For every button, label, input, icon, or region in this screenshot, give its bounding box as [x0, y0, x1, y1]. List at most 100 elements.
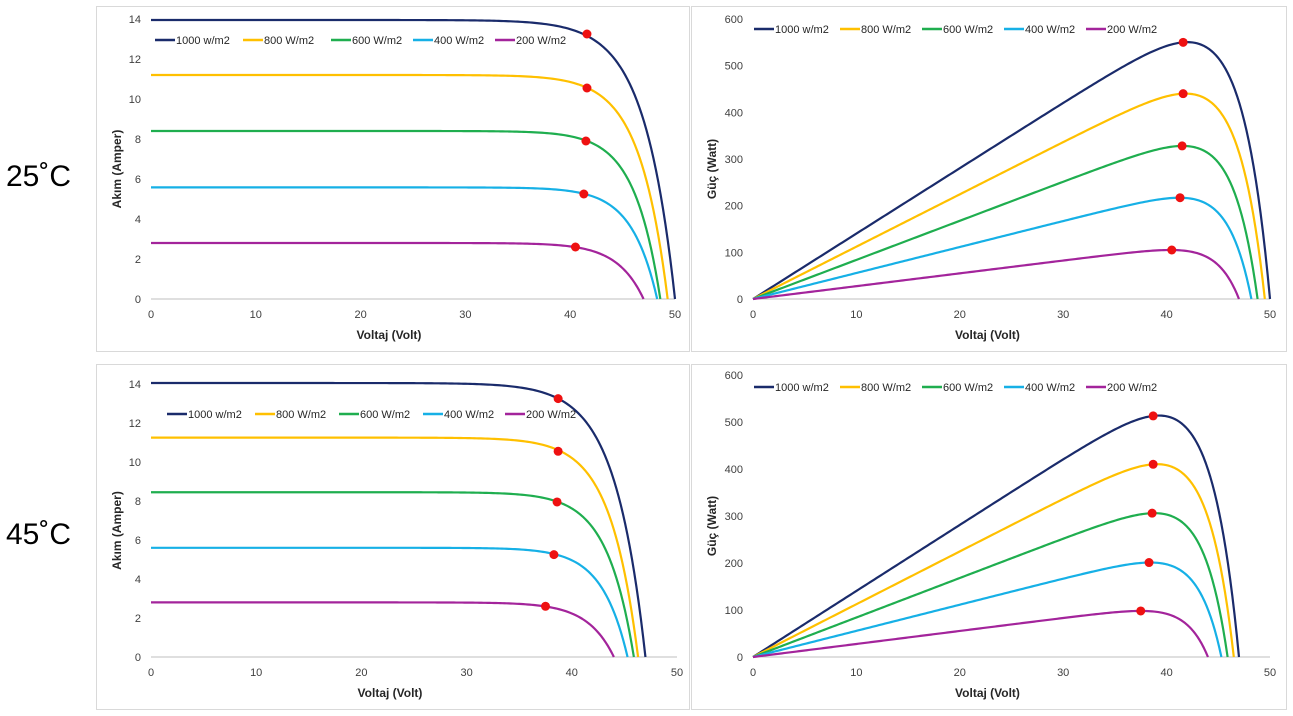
x-axis-title: Voltaj (Volt): [955, 686, 1020, 700]
y-tick-label: 12: [129, 54, 141, 66]
series-line: [151, 546, 629, 658]
chart-current-voltage-45c: 0 10 20 30 40 50 0 2 4 6 8 10 12 14 Voltaj (Volt) Akım …: [96, 364, 690, 710]
series-line: [752, 248, 1240, 301]
y-tick-label: 4: [135, 574, 141, 586]
x-tick-label: 40: [566, 667, 578, 679]
x-tick-label: 30: [1057, 309, 1069, 321]
legend-label: 800 W/m2: [861, 382, 911, 394]
x-tick-label: 0: [750, 667, 756, 679]
max-power-point-marker: [1177, 141, 1187, 151]
series-line: [151, 18, 677, 300]
max-power-point-marker: [1167, 245, 1177, 255]
max-power-point-marker: [570, 242, 580, 252]
max-power-point-marker: [1148, 459, 1158, 469]
y-tick-label: 400: [725, 107, 743, 119]
x-tick-label: 30: [460, 667, 472, 679]
series-line: [752, 196, 1253, 301]
legend-label: 200 W/m2: [526, 409, 576, 421]
y-tick-label: 14: [129, 14, 141, 26]
y-tick-label: 100: [725, 247, 743, 259]
x-tick-label: 10: [250, 667, 262, 679]
y-tick-label: 2: [135, 254, 141, 266]
series-line: [151, 601, 615, 658]
max-power-point-marker: [1136, 606, 1146, 616]
x-axis-title: Voltaj (Volt): [358, 686, 423, 700]
y-tick-label: 4: [135, 214, 141, 226]
y-tick-label: 600: [725, 14, 743, 26]
max-power-point-marker: [553, 446, 563, 456]
legend-label: 200 W/m2: [1107, 382, 1157, 394]
legend-label: 200 W/m2: [516, 35, 566, 47]
legend-label: 600 W/m2: [943, 24, 993, 36]
chart-svg: 0 10 20 30 40 50 0 2 4 6 8 10 12 14 Voltaj (Volt) Akım …: [110, 379, 683, 700]
y-tick-label: 6: [135, 535, 141, 547]
chart-power-voltage-45c: 0 10 20 30 40 50 0 100 200 300 400 500 600 Voltaj (Vo…: [691, 364, 1287, 710]
legend-label: 600 W/m2: [360, 409, 410, 421]
y-tick-label: 12: [129, 418, 141, 430]
legend-label: 1000 w/m2: [775, 24, 829, 36]
y-tick-label: 300: [725, 154, 743, 166]
legend-label: 800 W/m2: [264, 35, 314, 47]
legend-label: 400 W/m2: [434, 35, 484, 47]
y-tick-label: 300: [725, 511, 743, 523]
series-line: [150, 381, 647, 658]
series-line: [151, 73, 669, 300]
y-axis-title: Akım (Amper): [110, 491, 124, 570]
y-axis-title: Güç (Watt): [705, 496, 719, 556]
y-tick-label: 10: [129, 94, 141, 106]
x-tick-label: 40: [1160, 309, 1172, 321]
y-tick-label: 500: [725, 61, 743, 73]
y-tick-label: 100: [725, 605, 743, 617]
legend-label: 400 W/m2: [1025, 24, 1075, 36]
x-tick-label: 20: [354, 309, 366, 321]
y-tick-label: 600: [725, 370, 743, 382]
series-line: [752, 561, 1223, 659]
x-tick-label: 30: [459, 309, 471, 321]
x-tick-label: 20: [954, 667, 966, 679]
y-tick-label: 200: [725, 558, 743, 570]
series-line: [151, 241, 645, 300]
temperature-label-45c: 45˚C: [6, 518, 72, 551]
y-tick-label: 0: [135, 652, 141, 664]
y-axis-title: Akım (Amper): [110, 130, 124, 209]
max-power-point-marker: [1178, 89, 1188, 99]
x-tick-label: 20: [355, 667, 367, 679]
x-tick-label: 20: [954, 309, 966, 321]
x-tick-label: 50: [669, 309, 681, 321]
y-tick-label: 8: [135, 496, 141, 508]
y-tick-label: 0: [737, 652, 743, 664]
chart-current-voltage-25c: 0 10 20 30 40 50 0 2 4 6 8 10 12 14 Voltaj (Volt) Akım …: [96, 6, 690, 352]
legend-label: 1000 w/m2: [188, 409, 242, 421]
x-axis-title: Voltaj (Volt): [955, 328, 1020, 342]
chart-svg: 0 10 20 30 40 50 0 2 4 6 8 10 12 14 Voltaj (Volt) Akım …: [110, 14, 681, 342]
max-power-point-marker: [1148, 411, 1158, 421]
series-line: [151, 129, 662, 300]
legend-label: 200 W/m2: [1107, 24, 1157, 36]
x-tick-label: 0: [750, 309, 756, 321]
x-tick-label: 10: [250, 309, 262, 321]
max-power-point-marker: [579, 189, 589, 199]
x-tick-label: 10: [850, 667, 862, 679]
legend-label: 400 W/m2: [444, 409, 494, 421]
max-power-point-marker: [1175, 193, 1185, 203]
legend-label: 1000 w/m2: [176, 35, 230, 47]
legend-label: 800 W/m2: [861, 24, 911, 36]
x-axis-title: Voltaj (Volt): [357, 328, 422, 342]
x-tick-label: 30: [1057, 667, 1069, 679]
y-tick-label: 0: [737, 294, 743, 306]
series-line: [752, 144, 1259, 301]
y-tick-label: 200: [725, 201, 743, 213]
x-tick-label: 0: [148, 667, 154, 679]
legend-label: 800 W/m2: [276, 409, 326, 421]
x-tick-label: 50: [1264, 309, 1276, 321]
x-tick-label: 50: [671, 667, 683, 679]
max-power-point-marker: [1178, 37, 1188, 47]
y-tick-label: 6: [135, 174, 141, 186]
series-line: [752, 609, 1209, 659]
x-tick-label: 0: [148, 309, 154, 321]
max-power-point-marker: [553, 394, 563, 404]
series-line: [752, 414, 1241, 658]
max-power-point-marker: [581, 136, 591, 146]
